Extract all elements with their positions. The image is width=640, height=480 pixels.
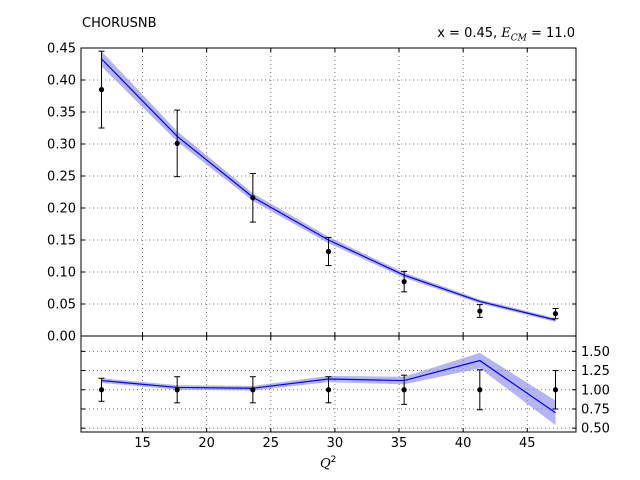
top-y-tick-label: 0.25 — [47, 170, 76, 185]
bottom-data-point — [401, 387, 407, 393]
bottom-data-point — [552, 387, 559, 393]
top-y-tick-label: 0.20 — [47, 202, 76, 217]
bottom-data-point — [477, 387, 483, 393]
bottom-axes-frame — [80, 335, 577, 433]
top-data-point — [477, 308, 483, 314]
chart-title-left: CHORUSNB — [82, 16, 157, 31]
top-y-tick-label: 0.40 — [47, 74, 76, 89]
x-tick-label: 45 — [519, 436, 536, 451]
bottom-y-tick-label: 0.75 — [581, 402, 610, 417]
bottom-y-tick-label: 1.25 — [581, 364, 610, 379]
x-axis-label-var: Q — [320, 456, 331, 472]
top-data-point — [174, 140, 180, 146]
x-axis-label-sup: 2 — [330, 455, 337, 465]
x-axis-label: Q2 — [320, 455, 336, 471]
bottom-data-point — [98, 387, 105, 393]
top-data-point — [552, 311, 559, 317]
bottom-data-point — [250, 387, 256, 393]
bottom-y-tick-label: 1.50 — [581, 345, 610, 360]
top-y-tick-label: 0.10 — [47, 266, 76, 281]
bottom-data-point — [174, 387, 180, 393]
top-y-tick-label: 0.15 — [47, 234, 76, 249]
x-tick-label: 40 — [455, 436, 472, 451]
top-axes-frame — [80, 47, 577, 337]
top-theory-line — [101, 58, 556, 321]
x-tick-label: 25 — [263, 436, 280, 451]
top-y-tick-label: 0.45 — [47, 42, 76, 57]
top-theory-band — [101, 51, 556, 322]
bottom-y-tick-label: 1.00 — [581, 383, 610, 398]
top-data-point — [325, 248, 332, 255]
chart-title-right: x = 0.45, ECM = 11.0 — [437, 26, 575, 44]
top-y-tick-label: 0.05 — [47, 298, 76, 313]
top-data-point — [98, 87, 105, 93]
title-right-prefix: x = 0.45, — [437, 26, 502, 41]
top-y-tick-label: 0.30 — [47, 138, 76, 153]
top-data-point — [401, 279, 407, 285]
x-tick-label: 15 — [134, 436, 151, 451]
bottom-y-tick-label: 0.50 — [581, 422, 610, 437]
x-tick-label: 35 — [391, 436, 408, 451]
bottom-data-point — [325, 387, 332, 393]
top-y-tick-label: 0.00 — [47, 330, 76, 345]
title-right-suffix: = 11.0 — [526, 26, 575, 41]
x-tick-label: 30 — [327, 436, 344, 451]
top-y-tick-label: 0.35 — [47, 106, 76, 121]
title-right-var: E — [501, 26, 511, 41]
title-right-sub: CM — [510, 33, 527, 44]
x-tick-label: 20 — [198, 436, 215, 451]
top-data-point — [250, 195, 256, 201]
